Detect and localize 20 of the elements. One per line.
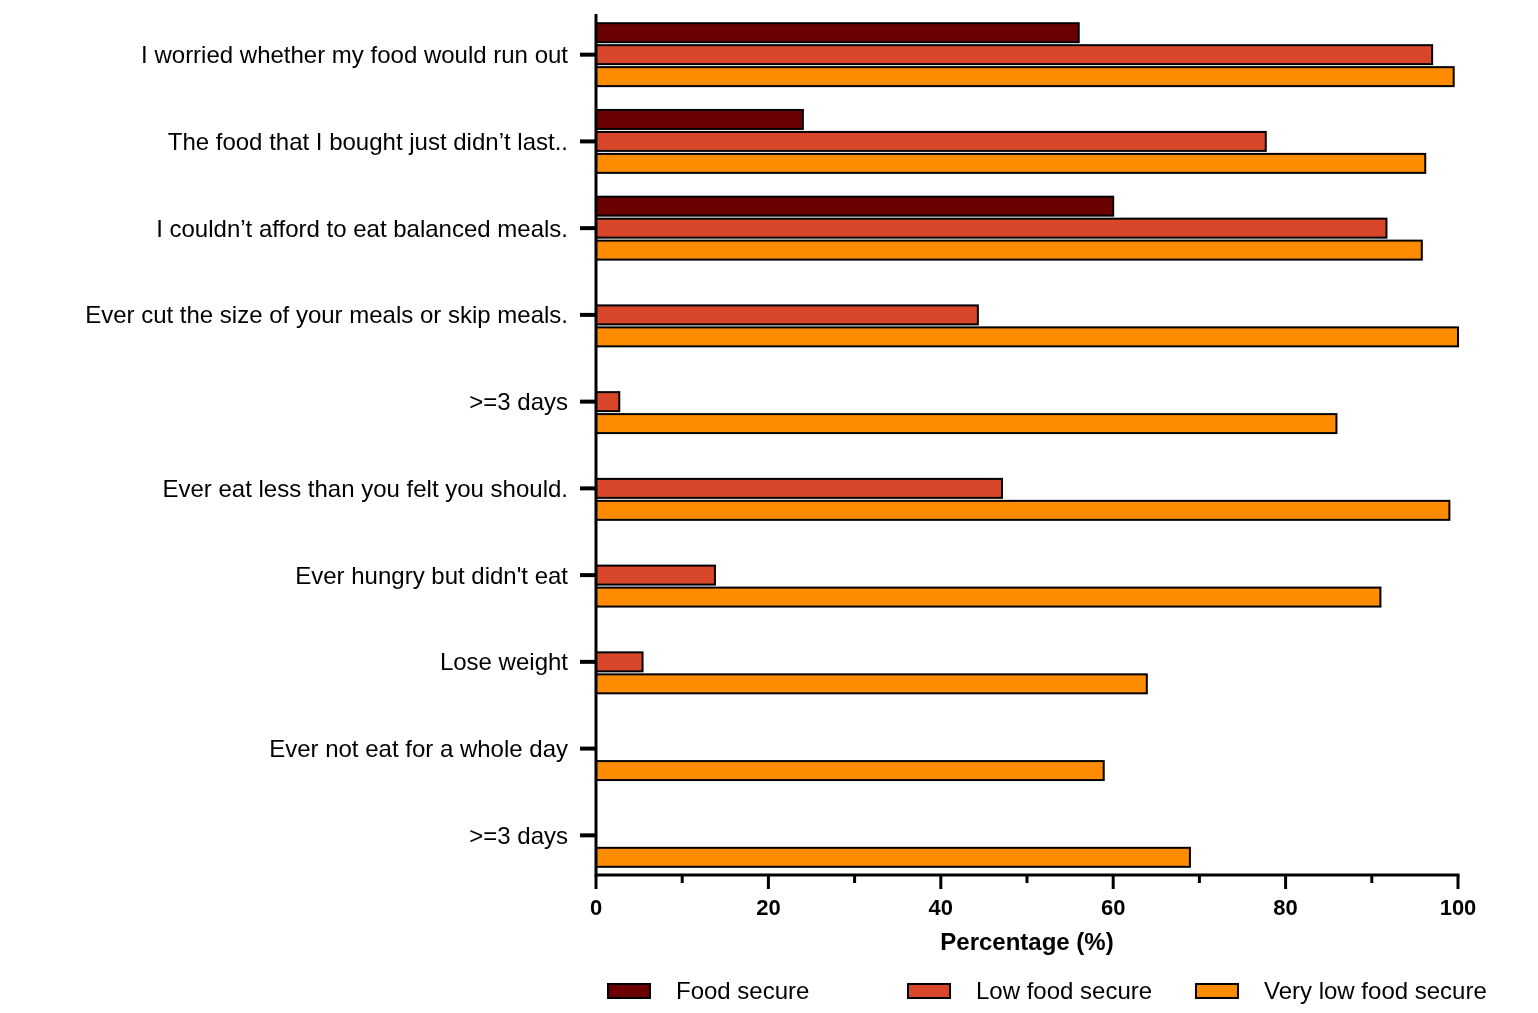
x-tick-label: 80 [1273,895,1298,920]
x-tick-label: 60 [1100,895,1126,920]
y-tick-label: I couldn’t afford to eat balanced meals. [156,214,568,242]
y-tick-label: I worried whether my food would run out [141,41,569,69]
legend-label: Low food secure [976,977,1153,1004]
x-axis-title: Percentage (%) [940,928,1114,955]
y-tick-label: >=3 days [469,821,568,849]
x-tick-label: 20 [756,895,781,920]
y-tick-label: >=3 days [469,388,568,416]
x-tick-label: 0 [589,895,603,920]
y-tick-label: Ever not eat for a whole day [269,734,568,762]
y-tick-label: Ever eat less than you felt you should. [162,474,568,502]
x-tick-label: 100 [1439,895,1477,920]
y-tick-label: Lose weight [439,648,569,676]
legend-label: Food secure [676,977,810,1004]
x-tick-label: 40 [928,895,954,920]
y-tick-label: The food that I bought just didn’t last.. [167,127,568,155]
y-tick-label: Ever cut the size of your meals or skip meals. [85,301,568,329]
legend-label: Very low food secure [1264,977,1487,1004]
y-tick-label: Ever hungry but didn't eat [295,561,569,589]
